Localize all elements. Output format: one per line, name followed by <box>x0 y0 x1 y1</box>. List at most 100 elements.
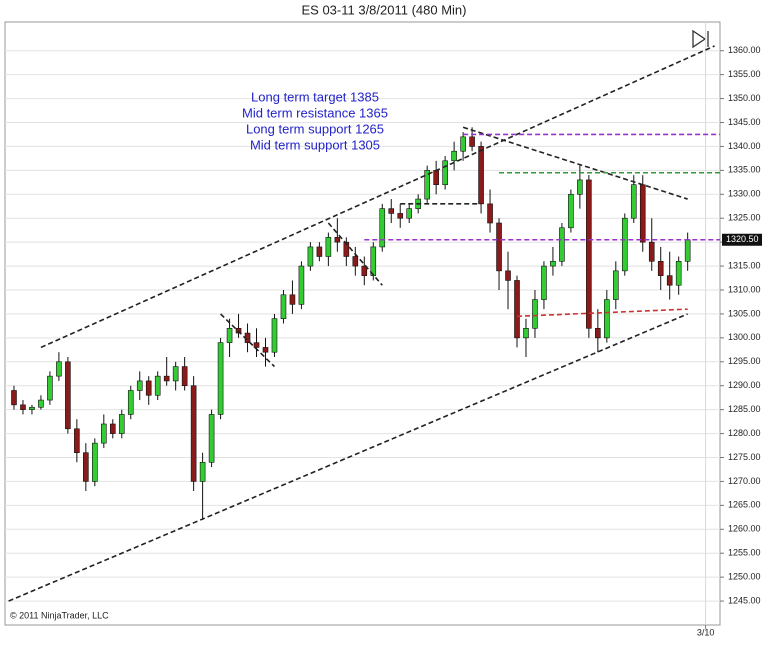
candle-body <box>11 390 17 406</box>
candle-body <box>442 160 448 186</box>
candle-body <box>657 260 664 276</box>
y-tick-label: 1280.00 <box>728 428 761 438</box>
candle-body <box>630 184 637 219</box>
candle-body <box>496 222 502 272</box>
y-tick-label: 1315.00 <box>728 260 761 270</box>
y-tick-label: 1265.00 <box>728 500 761 510</box>
candle-body <box>199 461 206 482</box>
y-tick-label: 1335.00 <box>728 165 761 175</box>
candle-body <box>20 404 26 410</box>
candle-body <box>478 146 484 205</box>
last-price-box <box>722 233 762 246</box>
candle-body <box>316 246 323 257</box>
candle-body <box>253 342 260 348</box>
candle-body <box>352 256 359 267</box>
candle-body <box>109 423 116 434</box>
candle-body <box>577 179 583 195</box>
candle-body <box>370 246 377 276</box>
candle-body <box>666 275 673 286</box>
y-tick-label: 1290.00 <box>728 380 761 390</box>
trend-line <box>327 222 383 286</box>
candle-body <box>684 239 691 262</box>
candle-body <box>181 366 188 387</box>
candle-body <box>262 347 269 353</box>
play-icon[interactable] <box>692 29 707 49</box>
candle-body <box>379 208 386 248</box>
y-tick-label: 1250.00 <box>728 572 761 582</box>
candle-body <box>56 361 62 377</box>
candle-body <box>550 260 556 267</box>
candle-body <box>83 452 89 482</box>
candle-body <box>65 361 71 430</box>
candle-body <box>47 375 53 401</box>
candle-body <box>595 327 601 339</box>
candle-body <box>289 294 296 305</box>
last-price-label: 1320.50 <box>726 234 759 244</box>
candle-body <box>361 265 368 276</box>
candle-body <box>271 318 278 353</box>
trend-line <box>8 313 688 602</box>
candle-body <box>424 170 430 200</box>
y-tick-label: 1275.00 <box>728 452 761 462</box>
y-tick-label: 1345.00 <box>728 117 761 127</box>
candle-body <box>397 213 404 219</box>
annotation: Mid term resistance 1365 <box>242 105 388 120</box>
candle-body <box>523 327 529 339</box>
y-tick-label: 1300.00 <box>728 332 761 342</box>
candle-body <box>38 399 44 408</box>
candle-body <box>406 208 413 219</box>
candle-body <box>92 442 98 482</box>
candle-body <box>190 385 197 482</box>
candle-body <box>675 260 682 286</box>
y-tick-label: 1325.00 <box>728 213 761 223</box>
y-tick-label: 1305.00 <box>728 308 761 318</box>
candle-body <box>586 179 592 329</box>
candle-body <box>621 217 628 272</box>
candle-body <box>514 280 520 339</box>
candle-body <box>208 414 215 463</box>
toolbar-icon[interactable] <box>692 29 709 49</box>
candle-body <box>532 299 538 329</box>
candle-body <box>469 136 475 147</box>
candle-body <box>325 237 332 257</box>
candle-body <box>298 265 305 305</box>
candle-body <box>505 270 511 281</box>
candle-body <box>29 406 35 410</box>
y-tick-label: 1260.00 <box>728 524 761 534</box>
candle-body <box>280 294 287 320</box>
candle-body <box>559 227 565 262</box>
candle-body <box>118 414 125 434</box>
chart-title: ES 03-11 3/8/2011 (480 Min) <box>301 2 466 17</box>
trend-line <box>462 126 688 200</box>
candle-body <box>101 423 107 444</box>
candle-body <box>648 241 655 262</box>
y-tick-label: 1310.00 <box>728 284 761 294</box>
candle-body <box>433 170 439 186</box>
plot-border <box>4 21 721 626</box>
trend-line <box>40 45 715 349</box>
annotation: Mid term support 1305 <box>250 137 380 152</box>
candle-body <box>639 184 646 243</box>
y-tick-label: 1245.00 <box>728 595 761 605</box>
candle-body <box>388 208 395 214</box>
candle-body <box>451 150 457 162</box>
y-tick-label: 1355.00 <box>728 69 761 79</box>
y-tick-label: 1295.00 <box>728 356 761 366</box>
trend-line <box>220 313 276 368</box>
y-tick-label: 1360.00 <box>728 45 761 55</box>
y-tick-label: 1340.00 <box>728 141 761 151</box>
candle-body <box>487 203 493 224</box>
candle-body <box>613 270 619 300</box>
annotation: Long term target 1385 <box>251 89 379 104</box>
candle-body <box>145 380 152 396</box>
candle-body <box>136 380 143 391</box>
candle-body <box>163 375 170 382</box>
y-tick-label: 1350.00 <box>728 93 761 103</box>
copyright: © 2011 NinjaTrader, LLC <box>10 610 109 620</box>
candle-body <box>334 237 341 243</box>
candle-body <box>172 366 179 382</box>
candle-body <box>74 428 80 454</box>
candle-body <box>226 327 233 343</box>
